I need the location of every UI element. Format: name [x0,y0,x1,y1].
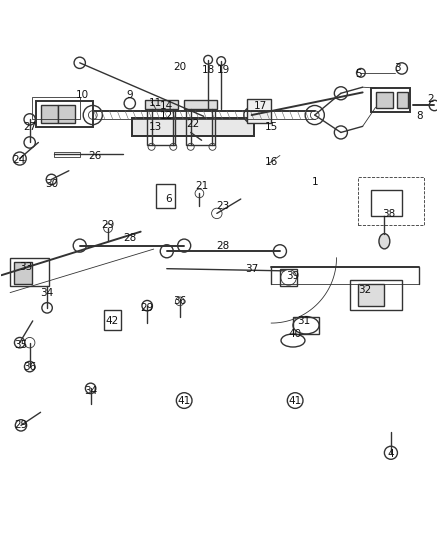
Text: 39: 39 [286,271,300,281]
Text: 16: 16 [265,157,278,167]
Text: 12: 12 [160,111,173,122]
Text: 22: 22 [186,119,200,129]
Text: 19: 19 [217,65,230,75]
Text: 38: 38 [382,209,396,219]
Text: 10: 10 [75,90,88,100]
Text: 6: 6 [166,194,172,204]
Text: 33: 33 [19,262,32,271]
Bar [32,97,80,118]
Bar [156,184,176,208]
Text: 23: 23 [217,201,230,212]
Bar [36,101,93,127]
Text: 26: 26 [88,150,102,160]
Bar [371,190,402,216]
Bar [280,269,297,286]
Text: 34: 34 [40,288,54,297]
Bar [184,100,217,109]
Bar [10,258,49,286]
Text: 5: 5 [355,69,362,79]
Text: 41: 41 [289,397,302,407]
Text: 15: 15 [265,122,278,132]
Ellipse shape [379,233,390,249]
Text: 24: 24 [12,155,25,165]
Text: 29: 29 [141,303,154,313]
Bar [132,118,254,136]
Bar [350,279,402,310]
Text: 3: 3 [394,63,401,74]
Bar [247,99,271,123]
Text: 20: 20 [173,62,187,72]
Bar [145,100,178,109]
Text: 29: 29 [101,220,115,230]
Text: 28: 28 [217,240,230,251]
Text: 34: 34 [84,385,97,395]
Text: 42: 42 [106,316,119,326]
Bar [371,88,410,112]
Bar [132,118,254,136]
Text: 13: 13 [149,122,162,132]
Text: 11: 11 [149,98,162,108]
Text: 4: 4 [388,449,394,458]
Text: 27: 27 [23,122,36,132]
Text: 8: 8 [416,111,423,122]
Text: 18: 18 [201,65,215,75]
Text: 31: 31 [297,316,311,326]
Bar [147,108,176,144]
Bar [376,92,393,108]
Text: 36: 36 [173,296,187,306]
Bar [14,262,32,284]
Text: 28: 28 [123,233,136,243]
Text: 9: 9 [127,90,133,100]
Text: 29: 29 [14,421,28,430]
Text: 14: 14 [160,101,173,111]
Text: 21: 21 [195,181,208,191]
Bar [104,310,121,329]
Bar [358,284,385,305]
Text: 35: 35 [14,340,28,350]
Text: 17: 17 [254,101,267,111]
Bar [358,177,424,225]
Text: 2: 2 [427,94,433,104]
Bar [53,151,80,157]
Bar [58,106,75,123]
Text: 37: 37 [245,264,258,273]
Text: 30: 30 [45,179,58,189]
Text: 40: 40 [289,329,302,339]
Bar [397,92,408,108]
Text: 1: 1 [311,176,318,187]
Bar [41,106,58,123]
Bar [293,317,319,334]
Bar [186,108,215,144]
Text: 36: 36 [23,361,36,372]
Text: 41: 41 [177,397,191,407]
Text: 32: 32 [358,286,371,295]
